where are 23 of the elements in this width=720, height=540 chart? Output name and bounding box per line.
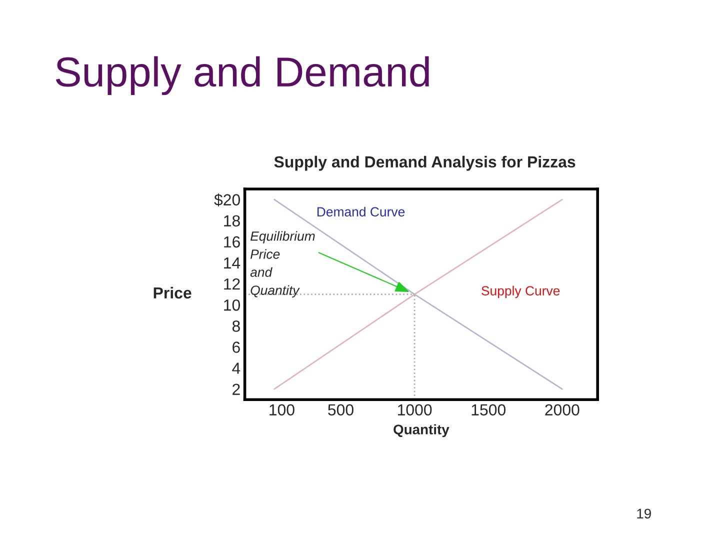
y-tick-label: $20: [214, 193, 240, 206]
x-tick-label: 1500: [472, 404, 506, 416]
y-tick-label: 10: [224, 299, 240, 311]
y-axis-title: Price: [154, 286, 192, 299]
x-tick-label: 1000: [398, 404, 432, 416]
text: 19: [637, 508, 651, 519]
x-tick-label: 500: [328, 404, 354, 416]
chart-title: Supply and Demand: [56, 56, 429, 96]
x-axis-title: Quantity: [394, 424, 450, 438]
y-tick-label: 4: [232, 362, 240, 374]
text: Supply Curve: [482, 286, 560, 298]
y-tick-label: 2: [232, 384, 240, 395]
y-tick-label: 16: [224, 236, 240, 248]
chart-subtitle: Supply and Demand Analysis for Pizzas: [274, 156, 576, 171]
x-tick-label: 100: [270, 404, 294, 416]
y-tick-label: 14: [224, 258, 240, 268]
series-label: Demand Curve: [317, 206, 405, 217]
annotation: Equilibrium Price and Quantity: [250, 231, 315, 298]
y-tick-label: 8: [232, 320, 240, 332]
y-tick-label: 6: [232, 342, 240, 353]
x-tick-label: 2000: [545, 404, 580, 416]
y-tick-label: 18: [224, 215, 240, 227]
y-tick-label: 12: [224, 278, 240, 290]
